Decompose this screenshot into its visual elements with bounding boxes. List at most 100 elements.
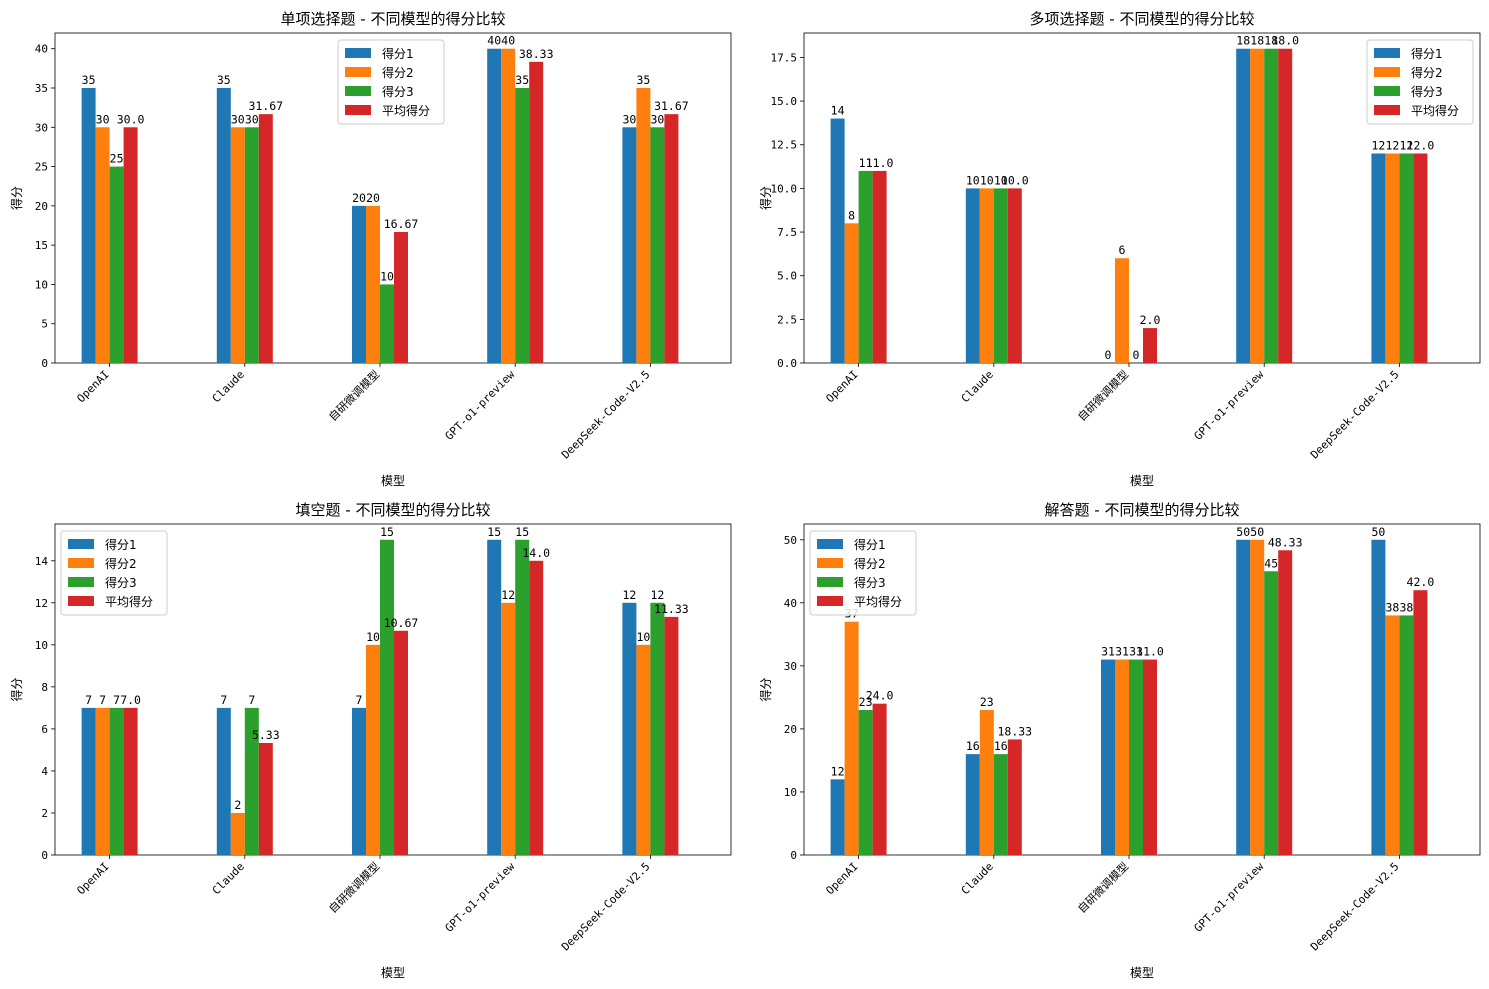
- bar-value-label: 38.33: [519, 47, 554, 61]
- bar-得分1-DeepSeek-Code-V2.5: [1371, 153, 1386, 363]
- bar-value-label: 38: [1385, 600, 1399, 614]
- bar-value-label: 5.33: [252, 728, 280, 742]
- bar-value-label: 18.33: [997, 724, 1032, 738]
- bar-value-label: 23: [859, 695, 873, 709]
- bar-得分1-GPT-o1-preview: [487, 48, 502, 363]
- y-tick-label: 5: [41, 318, 48, 331]
- bar-得分2-DeepSeek-Code-V2.5: [636, 88, 651, 363]
- y-tick-label: 12: [35, 597, 48, 610]
- bar-value-label: 50: [1236, 525, 1250, 539]
- legend-box: [60, 530, 168, 616]
- chart-panel-2: 14 10 0 18 12 8 10 6 18 12 11 10 0 18 12 11.0 10.0 2.0 18.…: [758, 10, 1481, 488]
- bar-得分3-Claude: [244, 707, 259, 855]
- bar-value-label: 30: [231, 112, 245, 126]
- y-tick-label: 20: [35, 200, 48, 213]
- y-tick-label: 8: [41, 681, 48, 694]
- chart-title: 填空题 - 不同模型的得分比较: [296, 501, 491, 519]
- bar-value-label: 14.0: [522, 546, 550, 560]
- y-tick-label: 0: [41, 357, 48, 370]
- bar-value-label: 48.33: [1268, 535, 1303, 549]
- bar-value-label: 18.0: [1271, 34, 1299, 48]
- bar-平均得分-DeepSeek-Code-V2.5: [1413, 590, 1428, 855]
- legend: 得分1 得分2 得分3 平均得分: [809, 530, 917, 616]
- bar-平均得分-自研微调模型: [1143, 659, 1157, 855]
- y-tick-label: 4: [41, 765, 48, 778]
- bar-得分1-OpenAI: [830, 118, 845, 363]
- legend-entry: 平均得分: [854, 594, 902, 609]
- bar-得分3-自研微调模型: [380, 284, 394, 363]
- y-tick-label: 30: [35, 121, 48, 134]
- bar-得分3-GPT-o1-preview: [1264, 571, 1279, 855]
- bar-value-label: 40: [501, 34, 515, 48]
- y-tick-label: 10: [35, 639, 48, 652]
- bar-value-label: 10.67: [384, 616, 419, 630]
- bar-得分2-GPT-o1-preview: [1250, 539, 1265, 855]
- x-axis-label: 模型: [1130, 966, 1154, 980]
- bar-value-label: 30: [245, 112, 259, 126]
- chart-panel-4: 12163150503723315038231631453824.018.333…: [758, 501, 1481, 980]
- bar-value-label: 16.67: [384, 217, 419, 231]
- bar-得分1-GPT-o1-preview: [1236, 539, 1251, 855]
- bar-value-label: 15: [487, 525, 501, 539]
- bar-得分1-Claude: [965, 188, 980, 363]
- bar-value-label: 45: [1264, 556, 1278, 570]
- bar-value-label: 15: [380, 525, 394, 539]
- y-tick-label: 40: [784, 597, 797, 610]
- bar-得分1-DeepSeek-Code-V2.5: [1371, 539, 1386, 855]
- bar-得分1-自研微调模型: [352, 205, 366, 363]
- bar-得分1-GPT-o1-preview: [1236, 48, 1251, 363]
- legend-swatch-平均得分: [68, 596, 94, 606]
- legend-entry: 得分3: [854, 575, 886, 590]
- y-tick-label: 50: [784, 534, 797, 547]
- bar-得分2-自研微调模型: [366, 205, 380, 363]
- bar-value-label: 12: [1371, 138, 1385, 152]
- bar-得分3-Claude: [244, 127, 259, 364]
- x-tick-label: OpenAI: [823, 860, 860, 897]
- bar-平均得分-Claude: [258, 114, 273, 364]
- bar-得分2-DeepSeek-Code-V2.5: [1385, 153, 1400, 363]
- bar-得分3-OpenAI: [858, 170, 873, 363]
- y-tick-label: 2.5: [777, 313, 797, 326]
- bar-value-label: 25: [110, 152, 124, 166]
- y-axis-label: 得分: [9, 677, 24, 701]
- bar-value-label: 40: [487, 34, 501, 48]
- bar-value-label: 12: [1385, 138, 1399, 152]
- x-axis-label: 模型: [381, 474, 405, 488]
- bar-value-label: 11: [859, 156, 873, 170]
- bar-得分2-自研微调模型: [366, 644, 380, 855]
- bar-平均得分-DeepSeek-Code-V2.5: [664, 616, 679, 855]
- bar-value-label: 31: [1129, 645, 1143, 659]
- bar-得分2-Claude: [979, 709, 994, 855]
- y-tick-label: 5.0: [777, 270, 797, 283]
- x-tick-label: DeepSeek-Code-V2.5: [1308, 860, 1401, 953]
- bar-value-label: 11.33: [654, 602, 689, 616]
- bar-平均得分-OpenAI: [123, 707, 138, 855]
- y-tick-label: 0: [41, 849, 48, 862]
- legend-swatch-得分3: [1374, 86, 1400, 96]
- legend-swatch-得分1: [68, 539, 94, 549]
- bar-value-label: 23: [980, 695, 994, 709]
- legend-swatch-得分1: [345, 48, 371, 58]
- y-tick-label: 14: [35, 555, 49, 568]
- bar-value-label: 0: [1105, 348, 1112, 362]
- y-tick-label: 30: [784, 660, 797, 673]
- legend: 得分1 得分2 得分3 平均得分: [1366, 39, 1474, 125]
- bar-得分1-自研微调模型: [1101, 659, 1115, 855]
- bar-平均得分-自研微调模型: [394, 232, 408, 363]
- bar-value-label: 6: [1119, 243, 1126, 257]
- legend-swatch-得分1: [817, 539, 843, 549]
- bar-value-label: 12: [831, 764, 845, 778]
- bar-平均得分-Claude: [1007, 188, 1022, 363]
- bar-得分1-Claude: [216, 707, 231, 855]
- legend-swatch-得分2: [68, 558, 94, 568]
- y-tick-label: 20: [784, 723, 797, 736]
- bar-得分2-Claude: [230, 127, 245, 364]
- x-tick-label: GPT-o1-preview: [1192, 368, 1267, 443]
- legend-swatch-得分3: [345, 86, 371, 96]
- bar-得分3-DeepSeek-Code-V2.5: [1399, 153, 1414, 363]
- bar-得分2-自研微调模型: [1115, 659, 1129, 855]
- bar-平均得分-GPT-o1-preview: [529, 61, 544, 363]
- bar-平均得分-DeepSeek-Code-V2.5: [664, 114, 679, 364]
- y-axis-label: 得分: [9, 186, 24, 210]
